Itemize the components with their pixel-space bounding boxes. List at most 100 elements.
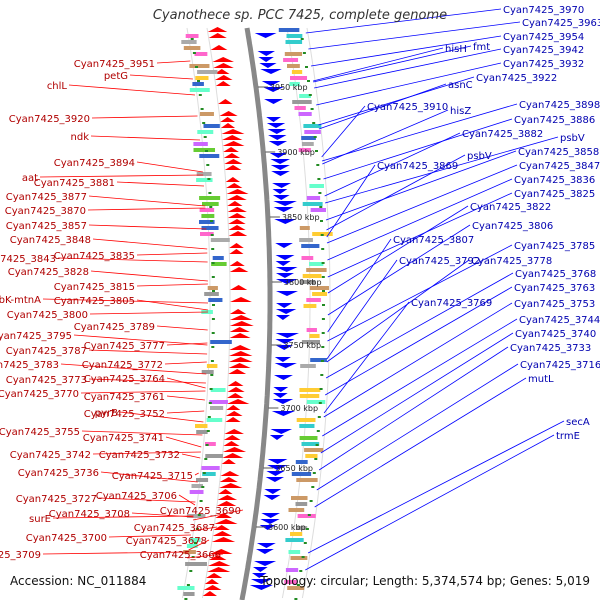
gene-label-text: Cyan7425_3898 bbox=[519, 100, 600, 111]
reverse-gene-arrow bbox=[270, 159, 290, 164]
gene-label-text: Cyan7425_3732 bbox=[99, 450, 180, 461]
reverse-gene-arrow bbox=[275, 261, 291, 266]
feature-block bbox=[206, 418, 223, 422]
left-gene-label: psbK-mtnA bbox=[0, 295, 41, 306]
leader-line bbox=[129, 74, 193, 80]
ring-tick bbox=[210, 234, 214, 236]
ring-tick bbox=[207, 416, 211, 418]
ring-tick bbox=[210, 374, 214, 376]
feature-block bbox=[183, 550, 196, 554]
ring-tick bbox=[312, 122, 316, 124]
ring-tick bbox=[198, 94, 202, 96]
forward-gene-arrow bbox=[209, 555, 227, 560]
leader-line bbox=[313, 45, 472, 83]
ring-tick bbox=[318, 192, 322, 194]
forward-gene-arrow bbox=[213, 63, 234, 68]
right-gene-label: Cyan7425_3963 bbox=[522, 18, 600, 29]
forward-gene-arrow bbox=[220, 123, 236, 128]
gene-label-text: Cyan7425_3847 bbox=[519, 161, 600, 172]
gene-label-text: Cyan7425_3806 bbox=[472, 221, 553, 232]
forward-gene-arrow bbox=[221, 129, 245, 134]
reverse-gene-arrow bbox=[249, 585, 273, 590]
scale-label: 3700 kbp bbox=[280, 404, 318, 413]
right-gene-label: Cyan7425_3716 bbox=[520, 360, 600, 371]
forward-gene-arrow bbox=[215, 75, 233, 80]
ring-tick bbox=[206, 430, 210, 432]
reverse-gene-arrow bbox=[273, 393, 288, 398]
reverse-gene-arrow bbox=[274, 357, 291, 362]
feature-block bbox=[199, 196, 221, 200]
ring-tick bbox=[313, 136, 317, 138]
left-gene-label: Cyan7425_3789 bbox=[74, 322, 155, 333]
feature-block bbox=[309, 334, 320, 338]
reverse-gene-arrow bbox=[267, 465, 288, 470]
ring-tick bbox=[211, 332, 215, 334]
forward-gene-arrow bbox=[229, 327, 250, 332]
forward-gene-arrow bbox=[227, 381, 244, 386]
forward-gene-arrow bbox=[230, 297, 252, 302]
forward-gene-arrow bbox=[208, 561, 231, 566]
leader-line bbox=[92, 238, 208, 250]
reverse-gene-arrow bbox=[256, 549, 274, 554]
feature-block bbox=[287, 586, 305, 590]
forward-gene-arrow bbox=[224, 429, 244, 434]
forward-gene-arrow bbox=[214, 69, 230, 74]
scale-label: 3600 kbp bbox=[268, 523, 306, 532]
leader-line bbox=[88, 224, 207, 230]
leader-line bbox=[87, 207, 206, 211]
forward-gene-arrow bbox=[226, 399, 250, 404]
reverse-gene-arrow bbox=[270, 165, 290, 170]
reverse-gene-arrow bbox=[275, 279, 298, 284]
gene-label-text: Cyan7425_3822 bbox=[470, 202, 551, 213]
ring-tick bbox=[321, 332, 325, 334]
left-gene-label: Cyan7425_3741 bbox=[83, 433, 164, 444]
feature-block bbox=[285, 538, 304, 542]
gene-label-text: Cyan7425_3857 bbox=[6, 221, 87, 232]
forward-gene-arrow bbox=[215, 513, 232, 518]
feature-block bbox=[191, 484, 203, 488]
forward-gene-arrow bbox=[228, 363, 251, 368]
leader-line bbox=[98, 497, 196, 503]
feature-block bbox=[288, 550, 301, 554]
feature-block bbox=[199, 208, 215, 212]
gene-label-text: hisZ bbox=[450, 106, 471, 117]
forward-gene-arrow bbox=[218, 489, 233, 494]
left-gene-label: ndk bbox=[71, 132, 90, 143]
leader-line bbox=[116, 181, 205, 187]
ring-tick bbox=[303, 542, 307, 544]
ring-tick bbox=[321, 248, 325, 250]
ring-tick bbox=[211, 346, 215, 348]
feature-block bbox=[299, 280, 316, 284]
feature-block bbox=[286, 34, 303, 38]
left-gene-label: Cyan7425_3894 bbox=[54, 158, 135, 169]
leader-line bbox=[91, 115, 198, 119]
left-gene-label: Cyan7425_3690 bbox=[160, 506, 241, 517]
feature-block bbox=[290, 532, 303, 536]
right-gene-label: Cyan7425_3954 bbox=[503, 32, 584, 43]
leader-line bbox=[327, 224, 471, 316]
feature-block bbox=[283, 58, 299, 62]
feature-block bbox=[199, 154, 220, 158]
reverse-gene-arrow bbox=[273, 201, 297, 206]
right-gene-label: Cyan7425_3822 bbox=[470, 202, 551, 213]
feature-block bbox=[299, 436, 318, 440]
ring-tick bbox=[212, 290, 215, 292]
left-gene-label: Cyan7425_3709 bbox=[0, 550, 41, 561]
forward-gene-arrow bbox=[210, 549, 233, 554]
tick-layer: 3950 kbp 3900 kbp 3850 kbp 3800 kbp 3750 kbp… bbox=[184, 38, 325, 600]
reverse-gene-arrow bbox=[261, 513, 280, 518]
ring-tick bbox=[310, 108, 314, 110]
ring-tick bbox=[201, 486, 205, 488]
right-gene-label: Cyan7425_3740 bbox=[515, 329, 596, 340]
right-gene-label: Cyan7425_3922 bbox=[476, 73, 557, 84]
leader-line bbox=[136, 161, 203, 173]
forward-gene-arrow bbox=[207, 567, 231, 572]
feature-block bbox=[295, 502, 308, 506]
left-gene-label: Cyan7425_3666 bbox=[140, 550, 221, 561]
leader-line bbox=[326, 164, 376, 238]
leader-line bbox=[178, 494, 196, 506]
reverse-gene-arrow bbox=[257, 51, 275, 56]
ring-tick bbox=[192, 52, 196, 54]
right-gene-label: Cyan7425_3942 bbox=[503, 45, 584, 56]
